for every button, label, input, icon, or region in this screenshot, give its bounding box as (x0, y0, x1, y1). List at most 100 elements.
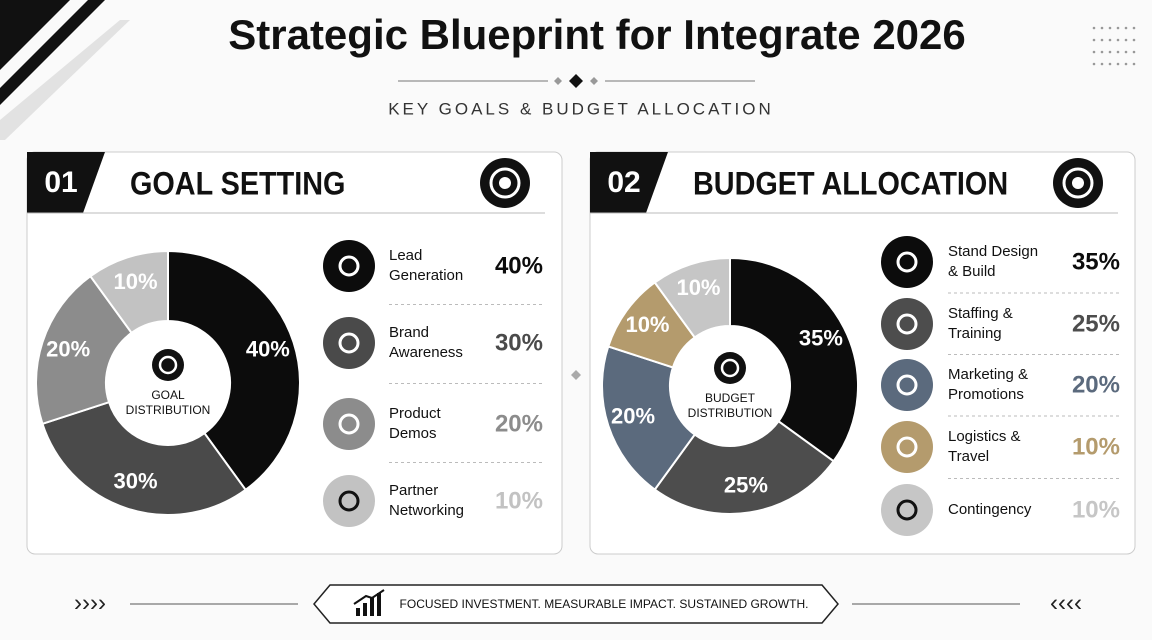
legend-icon-glyph (896, 374, 918, 396)
corner-stripe (0, 0, 70, 70)
divider-diamond (554, 77, 562, 85)
center-label: BUDGET DISTRIBUTION (687, 391, 773, 420)
legend-icon-glyph (896, 251, 918, 273)
legend-name: Brand Awareness (389, 324, 463, 361)
panel-icon-ring (489, 167, 521, 199)
dot-grid (1092, 26, 1136, 66)
divider-diamond (569, 74, 583, 88)
legend-icon (323, 317, 375, 369)
donut-slice (35, 274, 133, 426)
panel-number: 02 (607, 166, 640, 199)
legend-icon (881, 236, 933, 288)
donut-slice (601, 345, 697, 491)
legend-icon-glyph (338, 255, 360, 277)
slice-label: 40% (246, 336, 290, 361)
legend-value: 30% (495, 329, 543, 356)
legend-value: 10% (1072, 433, 1120, 460)
donut-slice (653, 256, 731, 339)
legend-value: 20% (1072, 371, 1120, 398)
legend-value: 10% (495, 487, 543, 514)
dot (1100, 50, 1104, 54)
legend-icon (323, 475, 375, 527)
chevrons: ›››› (74, 589, 106, 616)
legend-name: Stand Design & Build (948, 243, 1039, 280)
dot (1108, 50, 1112, 54)
dot (1116, 62, 1120, 66)
panel-number: 01 (44, 166, 77, 199)
legend-icon (881, 421, 933, 473)
dot (1116, 50, 1120, 54)
center-icon (152, 349, 184, 381)
legend-value: 10% (1072, 496, 1120, 523)
donut-slice (89, 249, 169, 335)
dot (1132, 38, 1136, 42)
dot (1124, 38, 1128, 42)
divider-diamond (571, 370, 581, 380)
dot (1116, 26, 1120, 30)
corner-stripe (0, 20, 130, 140)
slice-label: 10% (625, 312, 669, 337)
panel-icon-ring (1072, 177, 1084, 189)
legend-name: Lead Generation (389, 247, 464, 284)
legend-icon-glyph (896, 436, 918, 458)
subtitle: KEY GOALS & BUDGET ALLOCATION (388, 99, 774, 118)
legend-name: Contingency (948, 501, 1032, 518)
slice-label: 10% (676, 275, 720, 300)
legend-icon-glyph (338, 413, 360, 435)
dot (1092, 26, 1096, 30)
slice-label: 10% (114, 269, 158, 294)
growth-icon (353, 589, 385, 616)
panel-title: GOAL SETTING (130, 166, 345, 202)
donut-slice (41, 400, 247, 516)
footer-box (313, 584, 839, 624)
legend-icon (881, 359, 933, 411)
panel-icon-ring (499, 177, 511, 189)
legend-value: 25% (1072, 310, 1120, 337)
legend-value: 35% (1072, 248, 1120, 275)
legend-icon (323, 398, 375, 450)
panel-number-tab (27, 152, 105, 213)
legend-icon-glyph (338, 490, 360, 512)
legend-icon (323, 240, 375, 292)
dot (1092, 38, 1096, 42)
slice-label: 35% (799, 326, 843, 351)
dot (1124, 62, 1128, 66)
dot (1124, 26, 1128, 30)
corner-stripe (0, 0, 105, 105)
legend-name: Partner Networking (389, 482, 465, 519)
donut-slice (653, 419, 835, 515)
slice-label: 25% (724, 473, 768, 498)
center-icon (714, 352, 746, 384)
panel-number-tab (590, 152, 668, 213)
panel-icon-ring (1062, 167, 1094, 199)
legend-name: Marketing & Promotions (948, 366, 1029, 403)
donut-slice (167, 249, 301, 492)
dot (1132, 26, 1136, 30)
panel-title: BUDGET ALLOCATION (693, 166, 1008, 202)
legend-icon-glyph (896, 499, 918, 521)
chevrons: ‹‹‹‹ (1050, 589, 1082, 616)
dot (1092, 62, 1096, 66)
footer-text: FOCUSED INVESTMENT. MEASURABLE IMPACT. S… (400, 597, 809, 611)
legend-name: Logistics & Travel (948, 428, 1021, 465)
dot (1100, 38, 1104, 42)
dot (1132, 62, 1136, 66)
legend-icon (881, 484, 933, 536)
dot (1116, 38, 1120, 42)
dot (1100, 26, 1104, 30)
dot (1108, 62, 1112, 66)
divider-diamond (590, 77, 598, 85)
legend-name: Product Demos (389, 405, 441, 442)
dot (1124, 50, 1128, 54)
legend-icon-glyph (896, 313, 918, 335)
dot (1108, 26, 1112, 30)
slice-label: 20% (46, 336, 90, 361)
slice-label: 30% (114, 469, 158, 494)
legend-value: 40% (495, 252, 543, 279)
donut-center (672, 328, 788, 444)
slice-label: 20% (611, 403, 655, 428)
donut-center (108, 323, 228, 443)
center-icon-ring (158, 355, 178, 375)
